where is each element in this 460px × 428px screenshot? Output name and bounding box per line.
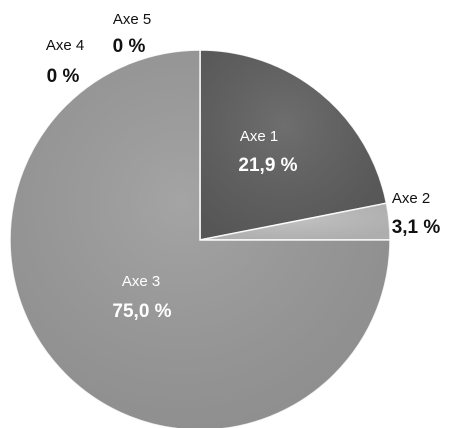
- slice-value-label: 75,0 %: [112, 301, 171, 322]
- pie-slice-shading: [200, 50, 387, 240]
- slice-value-label: 0 %: [113, 36, 146, 57]
- slice-value-label: 21,9 %: [238, 155, 297, 176]
- slice-name-label: Axe 5: [113, 11, 151, 28]
- slice-name-label: Axe 3: [122, 273, 160, 290]
- slice-value-label: 3,1 %: [392, 217, 441, 238]
- slice-value-label: 0 %: [47, 66, 80, 87]
- slice-name-label: Axe 1: [240, 128, 278, 145]
- pie-labels: Axe 1 21,9 % Axe 2 3,1 % Axe 3 75,0 % Axe 4 0 %…: [46, 11, 441, 322]
- slice-name-label: Axe 4: [46, 37, 84, 54]
- pie-slice-shading: [200, 203, 390, 240]
- pie-slice-shading: [10, 50, 390, 428]
- slice-name-label: Axe 2: [392, 190, 430, 207]
- pie-slices: [9, 49, 391, 428]
